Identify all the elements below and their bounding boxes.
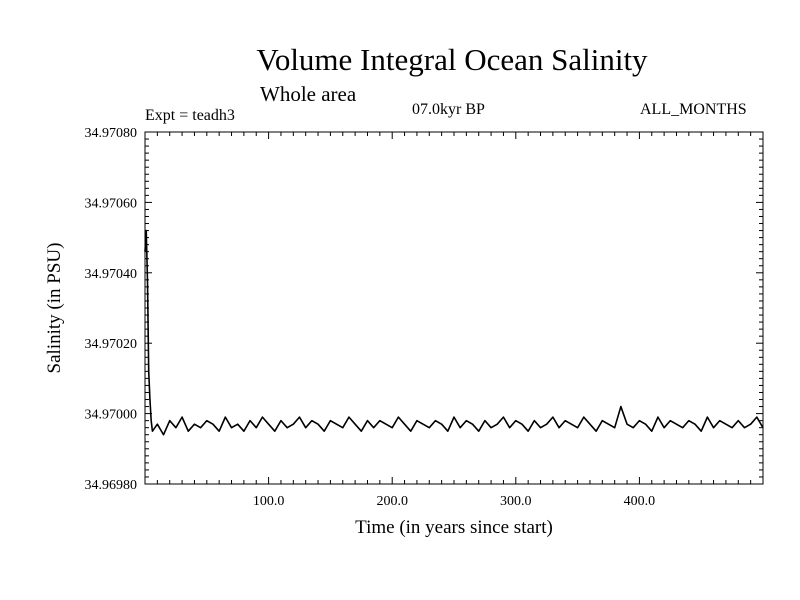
chart-title: Volume Integral Ocean Salinity: [256, 42, 648, 77]
salinity-series-line: [144, 229, 764, 436]
x-tick-label: 400.0: [624, 494, 656, 509]
y-tick-label: 34.97040: [85, 267, 138, 282]
y-tick-label: 34.97080: [85, 126, 138, 141]
axis-tick-labels: 100.0 200.0 300.0 400.0 34.96980 34.97000 34.9…: [85, 126, 656, 509]
experiment-label: Expt = teadh3: [145, 107, 235, 124]
x-tick-label: 200.0: [376, 494, 408, 509]
plot-frame: [144, 131, 764, 485]
x-axis-label: Time (in years since start): [355, 517, 553, 538]
months-label: ALL_MONTHS: [640, 101, 747, 118]
y-tick-label: 34.97000: [85, 408, 138, 423]
x-tick-label: 100.0: [253, 494, 285, 509]
period-label: 07.0kyr BP: [412, 101, 485, 118]
axis-ticks: [145, 132, 763, 484]
y-tick-label: 34.96980: [85, 478, 138, 493]
y-tick-label: 34.97020: [85, 337, 138, 352]
y-tick-label: 34.97060: [85, 196, 138, 211]
y-axis-label: Salinity (in PSU): [44, 243, 65, 374]
chart-subtitle: Whole area: [260, 82, 357, 106]
x-tick-label: 300.0: [500, 494, 532, 509]
